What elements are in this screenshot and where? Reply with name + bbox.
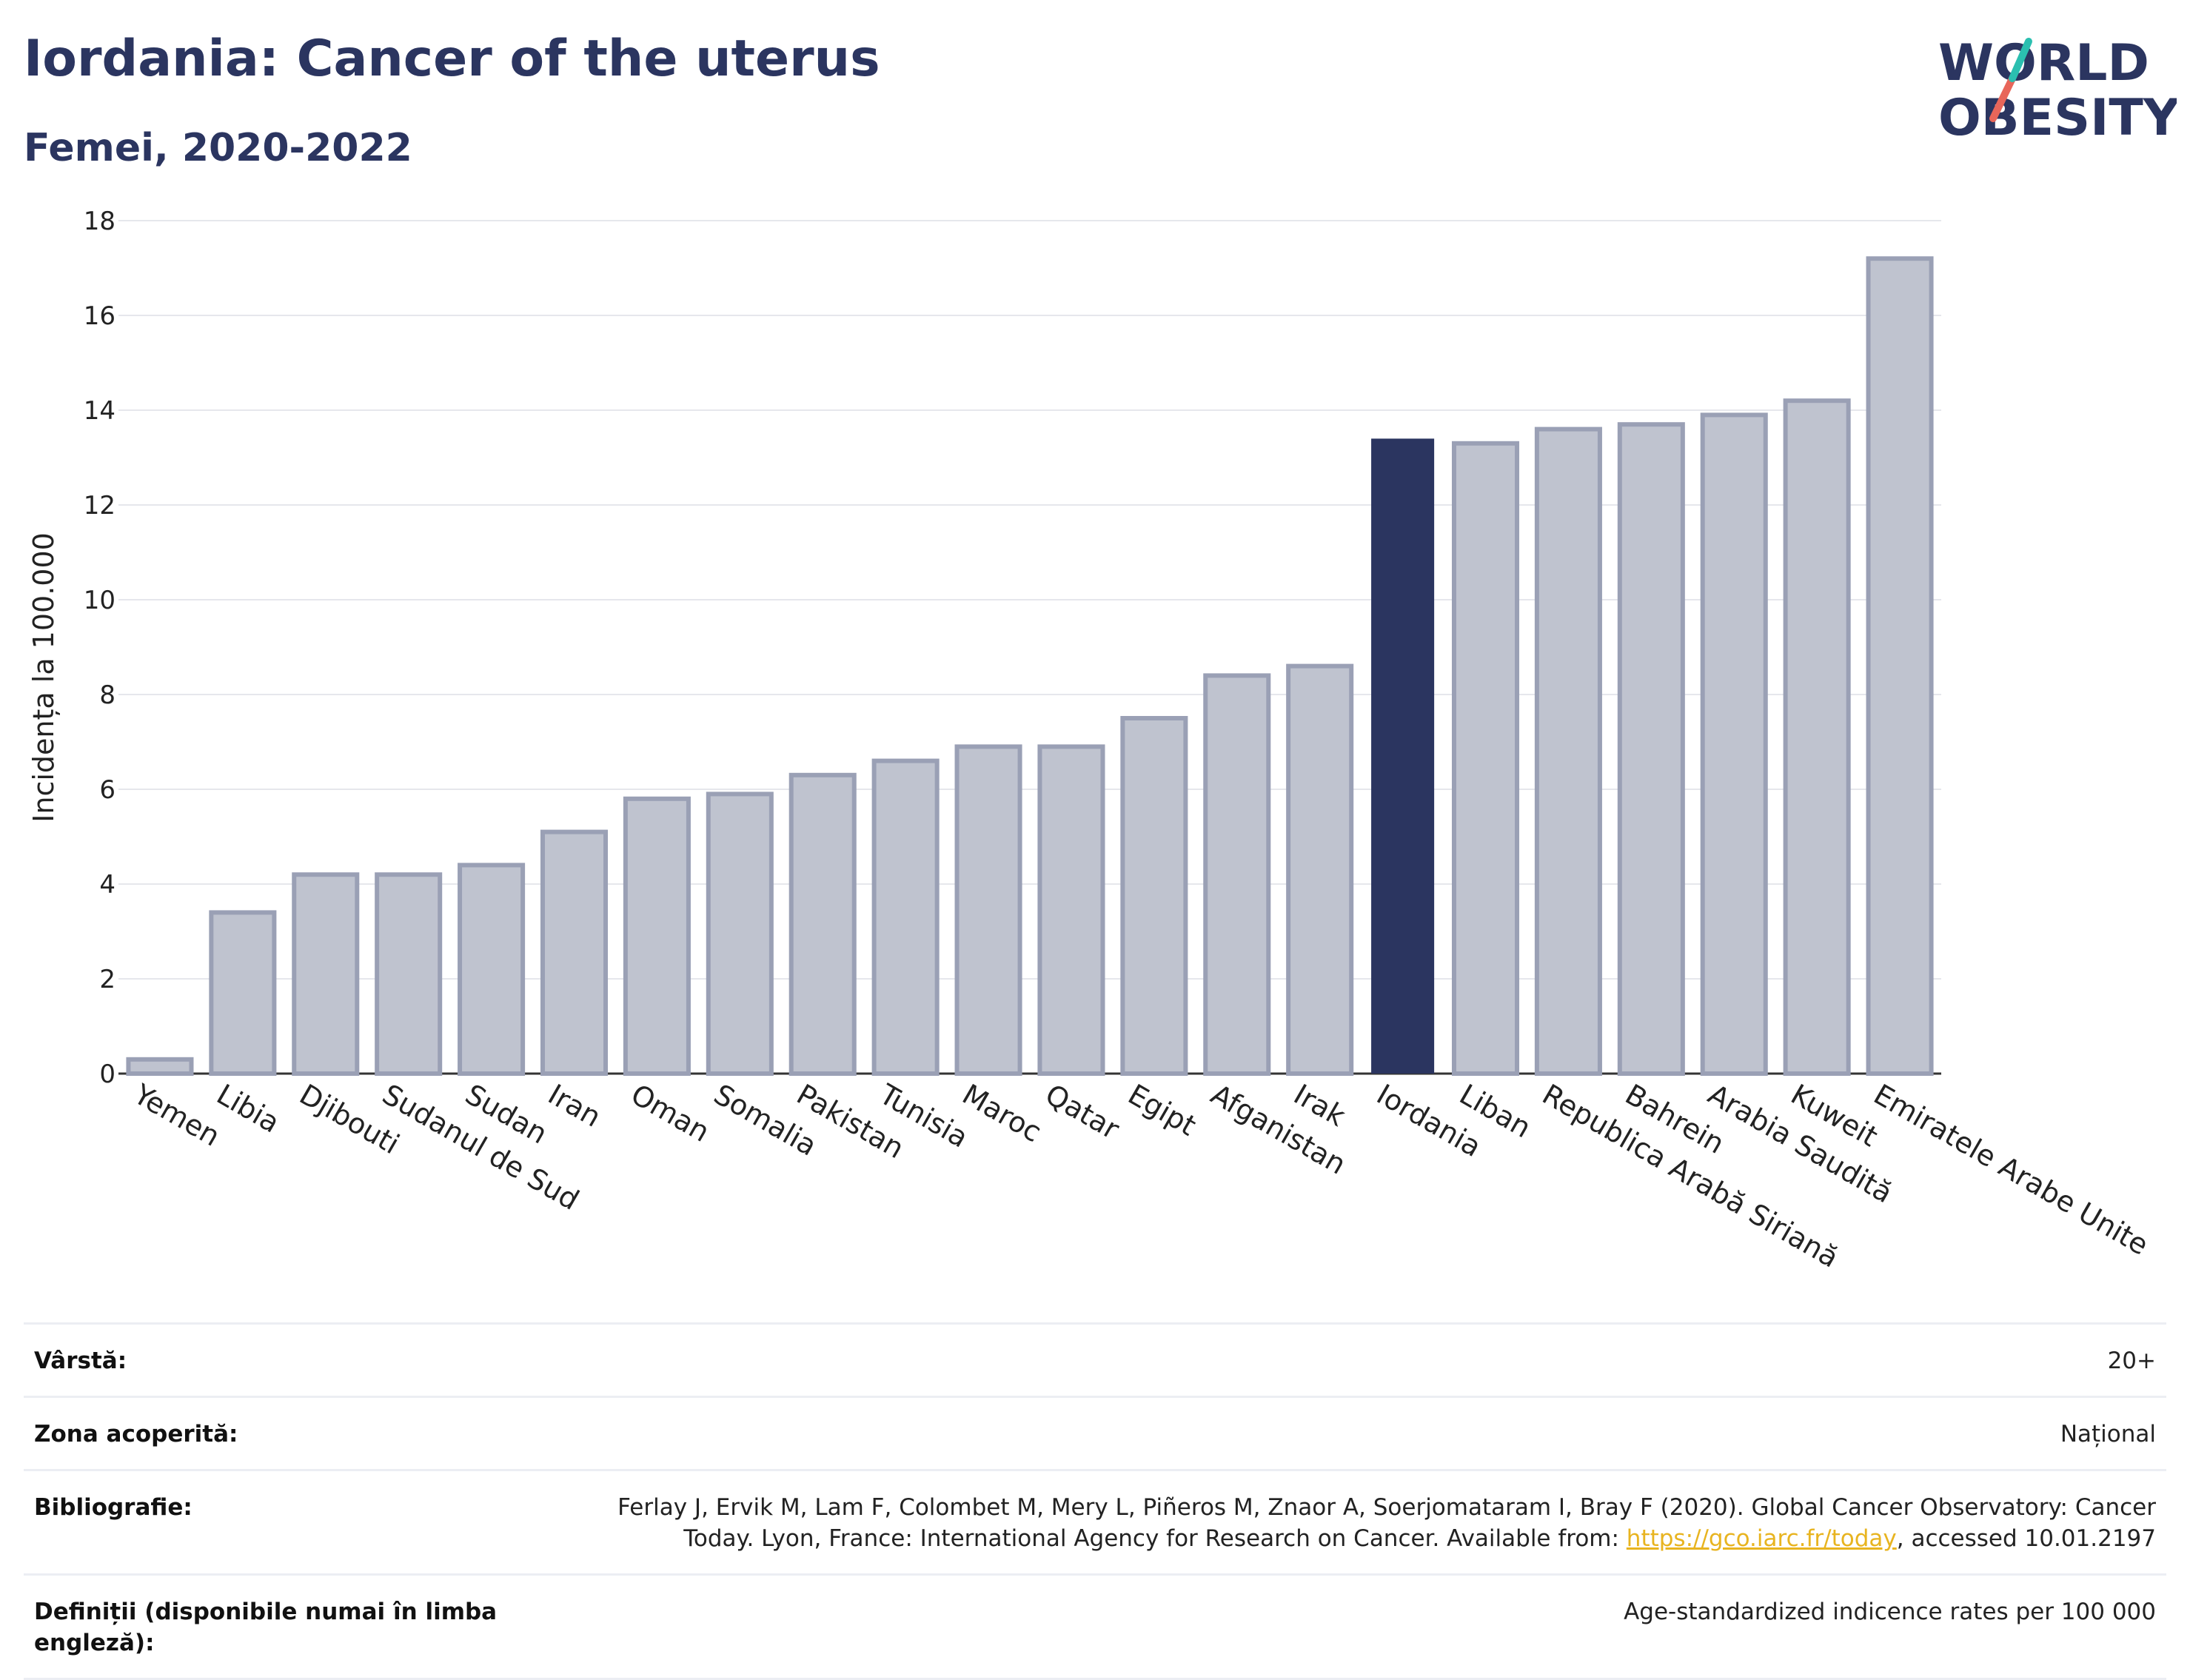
info-value-definitions: Age-standardized indicence rates per 100… <box>1624 1599 2156 1625</box>
x-tick-label: Libia <box>211 1078 285 1139</box>
info-value-bibliography: Ferlay J, Ervik M, Lam F, Colombet M, Me… <box>617 1492 2156 1554</box>
info-table: Vârstă: 20+ Zona acoperită: Național Bib… <box>24 1322 2166 1680</box>
y-tick-labels: 0 2 4 6 8 10 12 14 16 18 <box>84 207 115 1089</box>
logo-slash-bottom <box>1989 75 2016 122</box>
y-tick-label: 6 <box>99 775 115 805</box>
y-tick-label: 2 <box>99 965 115 994</box>
x-tick-label: Emiratele Arabe Unite <box>1869 1078 2154 1262</box>
page-subtitle: Femei, 2020-2022 <box>24 126 412 170</box>
info-value-age: 20+ <box>2107 1348 2156 1374</box>
bar[interactable] <box>706 792 774 1077</box>
y-tick-label: 14 <box>84 396 115 426</box>
x-tick-label: Qatar <box>1039 1078 1125 1146</box>
x-tick-label: Oman <box>626 1078 715 1148</box>
y-tick-label: 10 <box>84 586 115 615</box>
bar[interactable] <box>1700 412 1768 1076</box>
info-value-coverage: Național <box>2060 1421 2156 1448</box>
bar[interactable] <box>540 829 609 1076</box>
bar[interactable] <box>458 863 526 1077</box>
x-tick-label: Yemen <box>128 1077 226 1153</box>
info-row-coverage: Zona acoperită: Național <box>24 1396 2166 1469</box>
page-title: Iordania: Cancer of the uterus <box>24 30 880 88</box>
bar[interactable] <box>1451 441 1520 1076</box>
bar[interactable] <box>1203 673 1271 1076</box>
bar[interactable] <box>1286 663 1354 1076</box>
x-tick-label: Maroc <box>957 1078 1048 1149</box>
info-key-bibliography: Bibliografie: <box>34 1494 192 1521</box>
bars <box>126 256 1934 1077</box>
logo-line2: OBESITY <box>1938 89 2177 147</box>
bar[interactable] <box>292 872 360 1076</box>
logo-line1: WORLD <box>1938 34 2149 93</box>
info-row-age: Vârstă: 20+ <box>24 1322 2166 1396</box>
bar[interactable] <box>871 758 940 1076</box>
y-tick-label: 0 <box>99 1060 115 1089</box>
bar[interactable] <box>788 772 857 1077</box>
bibliography-line1: Ferlay J, Ervik M, Lam F, Colombet M, Me… <box>617 1494 2156 1521</box>
bibliography-link[interactable]: https://gco.iarc.fr/today <box>1626 1525 1897 1552</box>
y-tick-label: 12 <box>84 491 115 521</box>
bar[interactable] <box>1783 398 1851 1076</box>
info-key-definitions: Definiții (disponibile numai în limba en… <box>34 1599 498 1656</box>
x-tick-label: Egipt <box>1122 1078 1202 1142</box>
bar[interactable] <box>954 744 1022 1077</box>
bar[interactable] <box>1866 256 1934 1077</box>
info-key-coverage: Zona acoperită: <box>34 1421 238 1448</box>
world-obesity-logo: WORLD OBESITY <box>1938 34 2177 147</box>
logo-slash-top <box>2009 38 2032 82</box>
info-row-bibliography: Bibliografie: Ferlay J, Ervik M, Lam F, … <box>24 1469 2166 1573</box>
x-tick-label: Iran <box>543 1078 606 1134</box>
bibliography-line2-post: , accessed 10.01.2197 <box>1896 1525 2156 1552</box>
bar[interactable] <box>1037 744 1105 1077</box>
bar[interactable] <box>126 1057 194 1077</box>
bar-highlight[interactable] <box>1371 438 1435 1074</box>
bar[interactable] <box>1534 426 1602 1076</box>
bar[interactable] <box>623 796 691 1077</box>
info-row-definitions: Definiții (disponibile numai în limba en… <box>24 1573 2166 1680</box>
y-tick-label: 8 <box>99 680 115 710</box>
y-axis-label: Incidența la 100.000 <box>27 532 60 823</box>
bar[interactable] <box>1120 716 1188 1076</box>
y-tick-label: 4 <box>99 870 115 900</box>
bar[interactable] <box>375 872 443 1076</box>
y-tick-label: 16 <box>84 301 115 331</box>
info-key-age: Vârstă: <box>34 1348 127 1374</box>
bar[interactable] <box>209 910 277 1077</box>
bar[interactable] <box>1617 422 1685 1076</box>
bibliography-line2-pre: Today. Lyon, France: International Agenc… <box>683 1525 1627 1552</box>
y-tick-label: 18 <box>84 207 115 236</box>
